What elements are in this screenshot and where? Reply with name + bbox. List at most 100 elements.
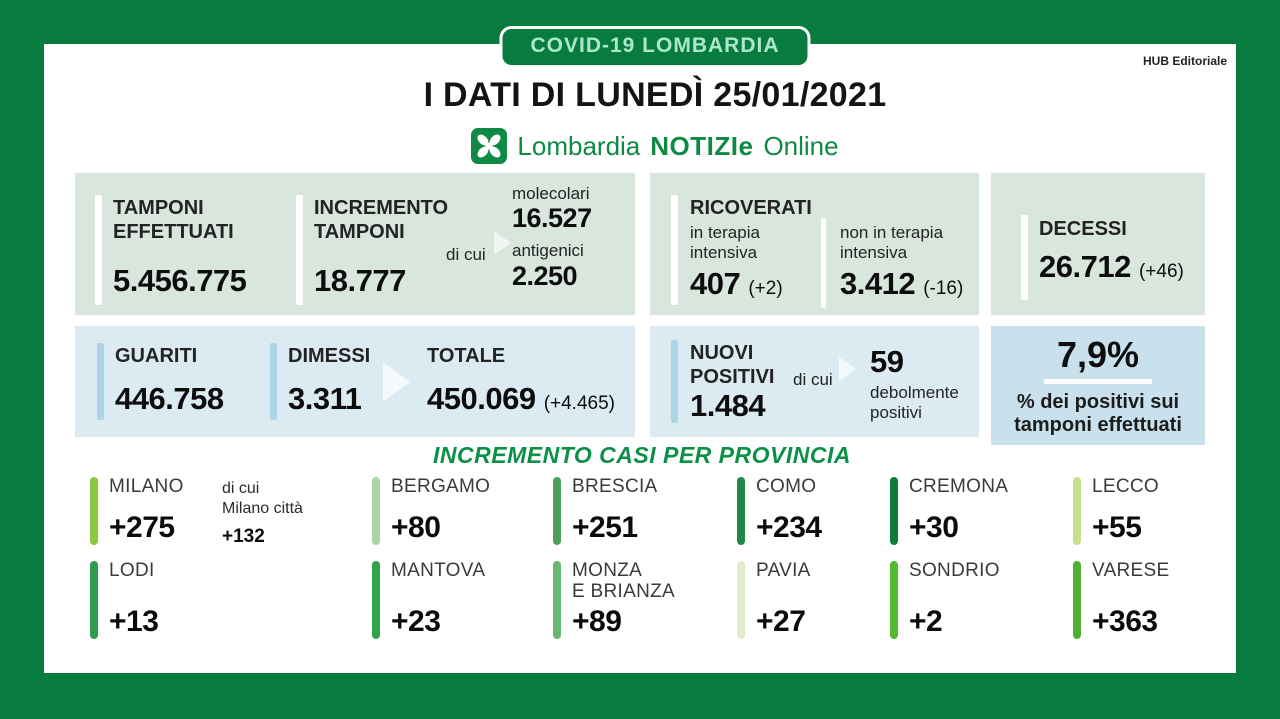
province-name: LODI — [109, 560, 155, 581]
logo-region-text: Lombardia — [517, 130, 641, 161]
province-name: VARESE — [1092, 560, 1170, 581]
non-terapia-intensiva-value: 3.412 (-16) — [840, 266, 963, 302]
terapia-intensiva-delta: (+2) — [748, 278, 783, 299]
province-name: MANTOVA — [391, 560, 486, 581]
province-bar — [890, 477, 898, 545]
province-name: PAVIA — [756, 560, 811, 581]
incremento-tamponi-label: INCREMENTO TAMPONI — [314, 197, 449, 243]
ricoverati-box: RICOVERATI in terapia intensiva 407 (+2)… — [650, 173, 979, 315]
decessi-value: 26.712 (+46) — [1039, 249, 1184, 285]
accent-bar — [270, 343, 277, 420]
totale-delta: (+4.465) — [543, 393, 615, 414]
di-cui-label: di cui — [793, 370, 833, 389]
province-bar — [372, 561, 380, 639]
accent-bar — [1021, 215, 1028, 300]
province-value: +89 — [572, 605, 622, 638]
tamponi-box: TAMPONI EFFETTUATI 5.456.775 INCREMENTO … — [75, 173, 635, 315]
covid-lombardia-badge: COVID-19 LOMBARDIA — [499, 26, 811, 68]
province-bar — [372, 477, 380, 545]
right-arrow-icon — [383, 362, 410, 402]
molecolari-value: 16.527 — [512, 203, 592, 233]
province-name: COMO — [756, 476, 817, 497]
di-cui-label: di cui — [446, 245, 486, 264]
province-item-lodi: LODI +13 — [90, 560, 159, 639]
nuovi-positivi-label: NUOVI POSITIVI — [690, 342, 775, 388]
incremento-tamponi-value: 18.777 — [314, 263, 406, 298]
non-terapia-intensiva-delta: (-16) — [923, 278, 964, 299]
province-value: +234 — [756, 511, 822, 544]
percentuale-box: 7,9% % dei positivi sui tamponi effettua… — [991, 326, 1205, 445]
rosa-camuna-icon — [471, 128, 508, 164]
guariti-box: GUARITI 446.758 DIMESSI 3.311 TOTALE 450… — [75, 326, 635, 437]
province-bar — [90, 477, 98, 545]
antigenici-value: 2.250 — [512, 261, 578, 291]
province-name: SONDRIO — [909, 560, 1000, 581]
right-arrow-icon — [494, 231, 511, 255]
province-value: +23 — [391, 605, 441, 638]
non-terapia-intensiva-label: non in terapia intensiva — [840, 223, 944, 263]
province-name: BRESCIA — [572, 476, 658, 497]
province-value: +275 — [109, 511, 175, 544]
debolmente-positivi-label: debolmente positivi — [870, 383, 959, 423]
province-item-milano: MILANO +275 di cui Milano città +132 — [90, 476, 303, 547]
antigenici-label: antigenici — [512, 241, 584, 260]
milano-citta-value: +132 — [222, 526, 265, 547]
dimessi-value: 3.311 — [288, 381, 362, 416]
province-value: +80 — [391, 511, 441, 544]
tamponi-value: 5.456.775 — [113, 263, 247, 298]
right-arrow-icon — [839, 357, 856, 381]
tamponi-label: TAMPONI EFFETTUATI — [113, 197, 234, 243]
attribution-text: HUB Editoriale — [1143, 54, 1228, 68]
terapia-intensiva-label: in terapia intensiva — [690, 223, 760, 263]
dimessi-label: DIMESSI — [288, 345, 371, 367]
province-item-sondrio: SONDRIO +2 — [890, 560, 1000, 639]
nuovi-positivi-value: 1.484 — [690, 388, 766, 423]
province-item-como: COMO +234 — [737, 476, 822, 545]
accent-bar — [671, 195, 678, 305]
milano-citta-label: di cui Milano città — [222, 480, 303, 517]
province-value: +30 — [909, 511, 959, 544]
province-value: +2 — [909, 605, 943, 638]
accent-bar — [671, 340, 678, 423]
province-item-lecco: LECCO +55 — [1073, 476, 1159, 545]
province-bar — [553, 477, 561, 545]
decessi-delta: (+46) — [1138, 261, 1184, 282]
percentuale-value: 7,9% — [1056, 334, 1140, 375]
province-value: +55 — [1092, 511, 1142, 544]
molecolari-label: molecolari — [512, 184, 590, 203]
province-bar — [1073, 561, 1081, 639]
nuovi-positivi-box: NUOVI POSITIVI 1.484 di cui 59 debolment… — [650, 326, 979, 437]
province-bar — [1073, 477, 1081, 545]
debolmente-positivi-value: 59 — [870, 344, 904, 379]
non-terapia-intensiva-number: 3.412 — [840, 266, 916, 301]
terapia-intensiva-value: 407 (+2) — [690, 266, 783, 302]
province-item-mantova: MANTOVA +23 — [372, 560, 486, 639]
province-bar — [737, 477, 745, 545]
province-value: +13 — [109, 605, 159, 638]
province-item-bergamo: BERGAMO +80 — [372, 476, 490, 545]
decessi-box: DECESSI 26.712 (+46) — [991, 173, 1205, 315]
accent-bar — [95, 195, 102, 305]
province-name: MILANO — [109, 476, 184, 497]
logo-suffix-text: Online — [763, 130, 839, 161]
province-bar — [553, 561, 561, 639]
province-name: CREMONA — [909, 476, 1009, 497]
totale-number: 450.069 — [427, 381, 536, 416]
province-item-varese: VARESE +363 — [1073, 560, 1170, 639]
underline-bar — [1044, 379, 1152, 384]
provinces-section-title: INCREMENTO CASI PER PROVINCIA — [433, 442, 851, 468]
decessi-number: 26.712 — [1039, 249, 1131, 284]
province-item-monza-e-brianza: MONZA E BRIANZA +89 — [553, 560, 675, 639]
province-name: MONZA E BRIANZA — [572, 560, 675, 602]
province-bar — [737, 561, 745, 639]
province-bar — [90, 561, 98, 639]
logo-brand-text: NOTIZIe — [650, 130, 754, 161]
province-value: +251 — [572, 511, 638, 544]
totale-value: 450.069 (+4.465) — [427, 381, 615, 417]
accent-bar — [97, 343, 104, 420]
percentuale-caption: % dei positivi sui tamponi effettuati — [1014, 391, 1182, 436]
page-title: I DATI DI LUNEDÌ 25/01/2021 — [423, 76, 887, 114]
lombardia-notizie-logo: Lombardia NOTIZIe Online — [15, 128, 1280, 164]
milano-citta-note: di cui Milano città +132 — [222, 479, 332, 548]
